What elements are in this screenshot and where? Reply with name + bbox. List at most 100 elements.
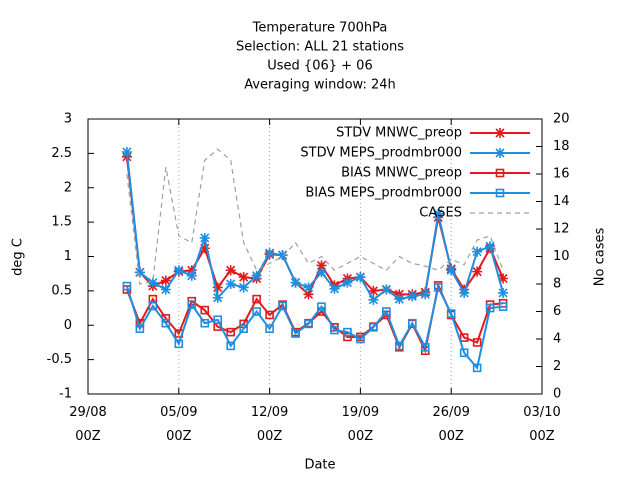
y-tick-label: 2 [64,180,72,195]
marker [369,323,378,332]
marker [420,289,431,300]
marker [212,292,223,303]
marker [356,334,365,344]
marker [368,294,379,305]
marker [472,338,482,347]
series-line [125,151,505,302]
x-tick-label: 05/09 00Z [160,405,197,444]
marker [134,267,145,278]
marker [199,232,210,243]
marker [252,307,261,316]
marker [495,168,505,178]
marker [485,303,495,313]
chart-title: Selection: ALL 21 stations [236,40,404,55]
marker [200,305,210,315]
marker [433,283,443,292]
marker [161,318,171,328]
y-tick-label: 1.5 [51,215,72,230]
chart-title: Averaging window: 24h [244,78,396,93]
marker [148,301,158,311]
x-tick-label-line: 12/09 [251,405,288,420]
marker [381,284,392,295]
marker [329,283,340,294]
x-tick-label-line: 00Z [75,429,101,444]
marker [433,208,444,219]
y2-axis-label: No cases [593,228,608,287]
marker [135,324,145,333]
marker [225,279,236,289]
marker [303,282,314,293]
x-tick-label-line: 00Z [529,429,555,444]
marker [495,128,505,138]
x-tick-label-line: 26/09 [432,405,469,420]
y-tick-label: -1 [59,387,72,402]
y2-tick-label: 10 [553,249,570,264]
marker [472,266,483,277]
marker [498,273,509,284]
marker [160,275,171,286]
marker [382,307,391,316]
marker [446,309,456,318]
marker [291,329,300,338]
y2-tick-label: 8 [553,277,561,292]
marker [304,319,313,329]
x-tick-label-line: 00Z [438,429,464,444]
marker [342,277,353,288]
legend-label: CASES [419,206,462,221]
marker [122,281,132,291]
x-tick-label: 26/09 00Z [432,405,469,444]
x-tick-label-line: 00Z [166,429,192,444]
marker [495,148,505,158]
marker [121,147,132,157]
marker [472,246,483,257]
marker [459,333,469,342]
legend-label: BIAS MNWC_preop [341,166,462,181]
marker [225,265,236,276]
marker [472,363,482,373]
marker [459,348,469,358]
y2-tick-label: 18 [553,139,570,154]
marker [212,282,223,293]
marker [239,324,248,333]
legend-label: STDV MNWC_preop [336,126,462,141]
marker [264,248,275,259]
marker [343,327,352,337]
marker [199,243,210,254]
marker [226,327,235,337]
marker [251,270,262,281]
marker [265,310,274,320]
marker [186,270,197,281]
marker [355,272,366,283]
y-tick-label: 0.5 [51,283,72,298]
x-tick-label-line: 00Z [348,429,374,444]
y-tick-label: 3 [64,112,72,127]
marker [317,302,326,311]
marker [226,341,235,351]
x-tick-label-line: 19/09 [342,405,379,420]
marker [277,250,288,261]
marker [420,342,430,352]
marker [316,267,327,278]
y2-tick-label: 16 [553,167,570,182]
y2-tick-label: 20 [553,112,570,127]
chart-title: Used {06} + 06 [267,59,372,74]
y2-tick-label: 4 [553,332,561,347]
y2-tick-label: 0 [553,387,561,402]
marker [174,339,184,349]
series-line [125,284,504,371]
legend-label: BIAS MEPS_prodmbr000 [305,186,462,201]
marker [498,287,509,298]
marker [173,265,184,276]
marker [368,285,379,296]
marker [147,277,158,288]
y2-tick-label: 2 [553,359,561,374]
marker [290,277,301,288]
marker [330,325,339,335]
marker [160,284,171,295]
x-tick-label: 12/09 00Z [251,405,288,444]
x-tick-label: 03/10 00Z [523,405,560,444]
marker [186,265,197,276]
